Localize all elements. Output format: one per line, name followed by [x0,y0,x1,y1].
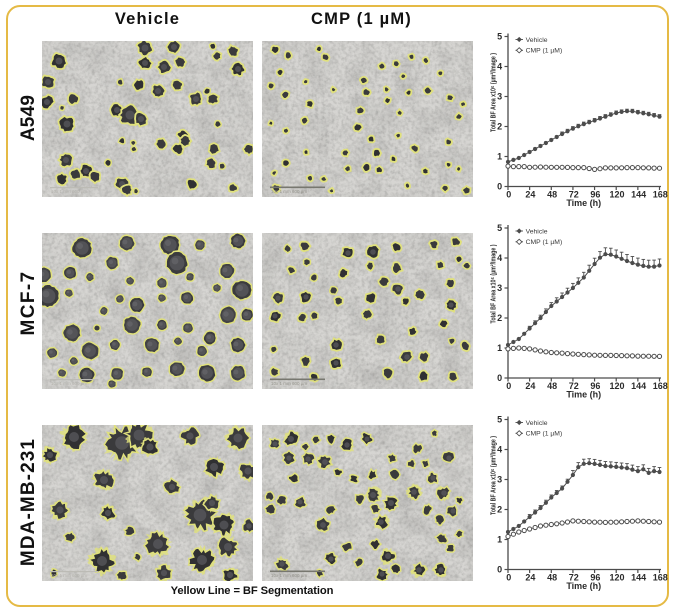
svg-text:10x 1 mm 600 µm: 10x 1 mm 600 µm [51,573,87,578]
svg-text:10x 1 mm 600 µm: 10x 1 mm 600 µm [271,189,307,194]
svg-text:10x 1 mm 600 µm: 10x 1 mm 600 µm [51,381,87,386]
svg-text:10x 1 mm 600 µm: 10x 1 mm 600 µm [271,573,307,578]
svg-text:10x 1 mm 600 µm: 10x 1 mm 600 µm [51,189,87,194]
svg-text:10x 1 mm 600 µm: 10x 1 mm 600 µm [271,381,307,386]
